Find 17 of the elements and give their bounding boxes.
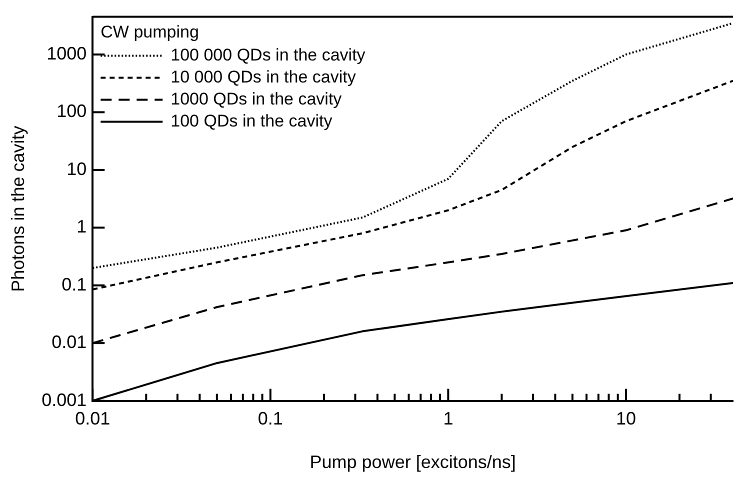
- legend-label: 100 QDs in the cavity: [170, 111, 333, 130]
- y-tick-label: 0.01: [52, 332, 87, 352]
- y-tick-label: 100: [56, 101, 87, 122]
- y-tick-label: 1: [76, 216, 87, 237]
- y-tick-label: 10: [66, 158, 87, 179]
- x-tick-label: 1: [443, 408, 454, 429]
- legend-title: CW pumping: [100, 22, 199, 42]
- legend-label: 10 000 QDs in the cavity: [170, 67, 356, 86]
- y-tick-label: 1000: [46, 43, 87, 64]
- legend-label: 1000 QDs in the cavity: [170, 89, 342, 108]
- x-tick-label: 10: [616, 408, 636, 429]
- legend-label: 100 000 QDs in the cavity: [170, 45, 366, 64]
- y-axis-title: Photons in the cavity: [8, 126, 28, 292]
- y-tick-label: 0.001: [42, 390, 87, 410]
- x-axis-title: Pump power [excitons/ns]: [310, 452, 516, 472]
- x-tick-label: 0.1: [258, 408, 283, 429]
- y-tick-label: 0.1: [62, 274, 87, 294]
